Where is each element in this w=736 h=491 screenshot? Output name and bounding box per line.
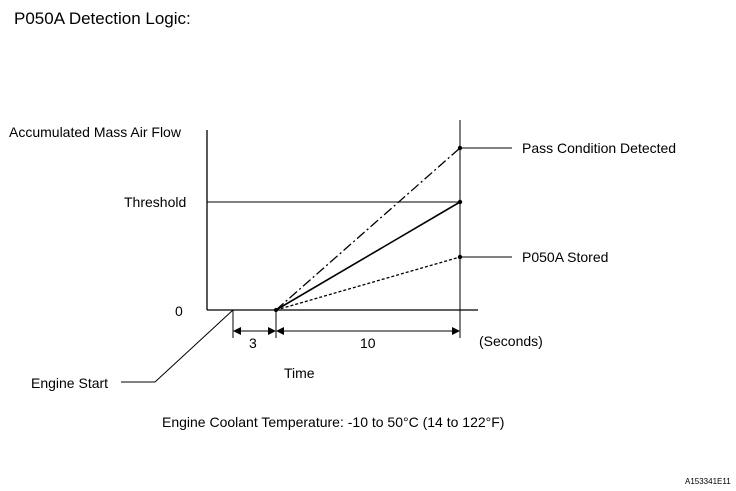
stored-trace (275, 256, 461, 311)
diagram-title: P050A Detection Logic: (14, 9, 191, 28)
pass-condition-label: Pass Condition Detected (522, 140, 677, 156)
pass-trace (275, 147, 461, 311)
p050a-stored-label: P050A Stored (522, 249, 609, 265)
figure-code: A153341E11 (685, 477, 731, 486)
engine-start-label: Engine Start (31, 375, 109, 391)
coolant-temperature-note: Engine Coolant Temperature: -10 to 50°C … (162, 414, 505, 430)
start-point (274, 308, 278, 312)
threshold-trace (275, 201, 461, 311)
zero-label: 0 (175, 303, 183, 319)
threshold-label: Threshold (124, 194, 187, 210)
time-axis-label: Time (284, 365, 315, 381)
y-axis-label: Accumulated Mass Air Flow (9, 124, 181, 140)
interval-3-label: 3 (249, 335, 257, 351)
engine-start-leader (121, 309, 234, 383)
threshold-point (457, 199, 463, 205)
seconds-unit-label: (Seconds) (479, 333, 543, 349)
interval-10-label: 10 (360, 335, 376, 351)
